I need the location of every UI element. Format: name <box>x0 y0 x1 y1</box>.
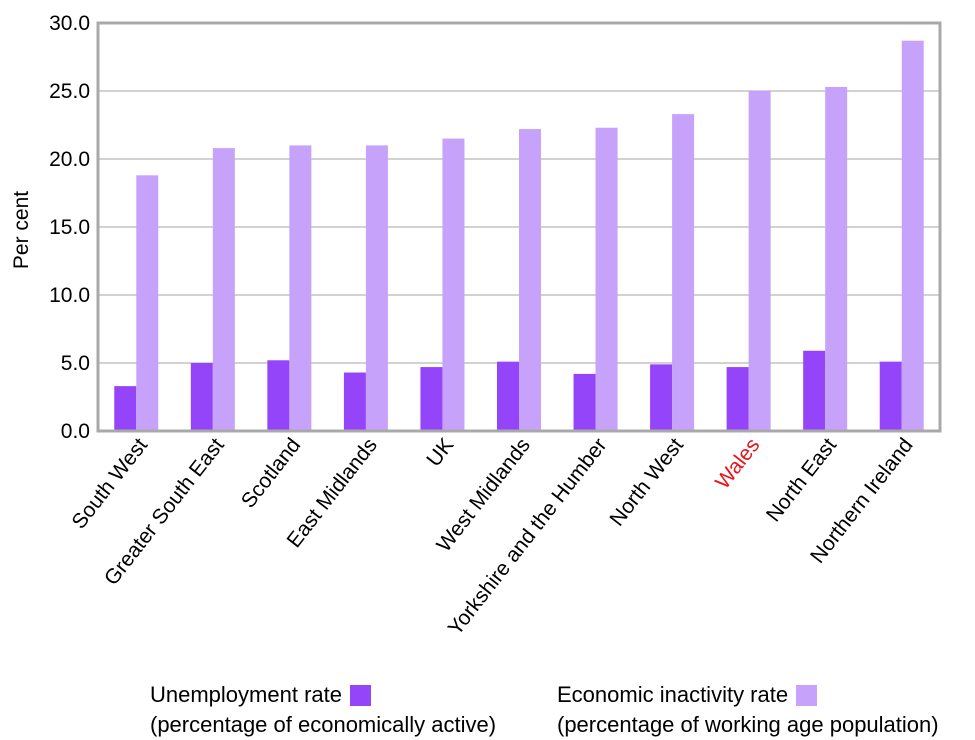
bar-inactivity-yorkshire-and-the-humber <box>595 127 618 431</box>
x-tick-label: North West <box>605 434 688 531</box>
bar-chart: 0.0 5.0 10.0 15.0 20.0 25.0 30.0 South WestGre… <box>10 12 942 640</box>
x-tick-label: UK <box>422 434 458 471</box>
bar-inactivity-uk <box>442 138 465 431</box>
legend-sub-inactivity: (percentage of working age population) <box>557 712 939 737</box>
x-tick-label: Wales <box>711 434 765 494</box>
y-tick-label: 25.0 <box>49 80 90 103</box>
bar-inactivity-west-midlands <box>519 129 541 431</box>
bar-inactivity-east-midlands <box>365 145 388 431</box>
legend-label-inactivity: Economic inactivity rate <box>557 682 789 707</box>
bar-unemployment-wales <box>726 367 749 431</box>
bar-unemployment-greater-south-east <box>190 363 213 431</box>
legend-unemployment: Unemployment rate (percentage of economi… <box>150 680 496 740</box>
y-tick-label: 10.0 <box>49 284 90 307</box>
bar-unemployment-scotland <box>267 360 290 431</box>
legend-sub-unemployment: (percentage of economically active) <box>150 712 497 737</box>
bar-inactivity-greater-south-east <box>212 148 235 431</box>
x-tick-label: South West <box>67 434 152 534</box>
x-tick-label: North East <box>762 434 841 526</box>
bar-inactivity-northern-ireland <box>901 40 924 432</box>
y-tick-label: 15.0 <box>49 216 90 239</box>
legend-swatch-inactivity <box>796 684 818 706</box>
bar-unemployment-north-east <box>803 350 826 431</box>
bar-unemployment-yorkshire-and-the-humber <box>573 373 596 431</box>
bar-unemployment-west-midlands <box>497 361 519 431</box>
y-tick-label: 5.0 <box>61 352 90 375</box>
bar-inactivity-north-east <box>825 86 848 432</box>
legend-label-unemployment: Unemployment rate <box>150 682 342 707</box>
legend-inactivity: Economic inactivity rate (percentage of … <box>557 680 939 740</box>
plot-frame <box>96 21 942 433</box>
bar-inactivity-wales <box>748 91 771 431</box>
y-tick-label: 30.0 <box>49 12 90 35</box>
legend-swatch-unemployment <box>349 684 371 706</box>
bars <box>114 40 924 432</box>
y-axis-label: Per cent <box>10 191 33 269</box>
y-tick-label: 20.0 <box>49 148 90 171</box>
bar-unemployment-northern-ireland <box>879 361 902 431</box>
x-tick-label: Scotland <box>237 434 305 513</box>
bar-unemployment-north-west <box>650 364 673 431</box>
y-tick-labels: 0.0 5.0 10.0 15.0 20.0 25.0 30.0 <box>49 12 90 443</box>
bar-inactivity-scotland <box>289 145 312 431</box>
bar-inactivity-north-west <box>672 114 695 432</box>
bar-unemployment-east-midlands <box>343 372 366 431</box>
x-tick-label: Yorkshire and the Humber <box>444 434 612 640</box>
bar-unemployment-south-west <box>114 386 137 431</box>
bar-unemployment-uk <box>420 367 443 431</box>
bar-inactivity-south-west <box>136 175 159 431</box>
y-tick-label: 0.0 <box>61 420 90 443</box>
